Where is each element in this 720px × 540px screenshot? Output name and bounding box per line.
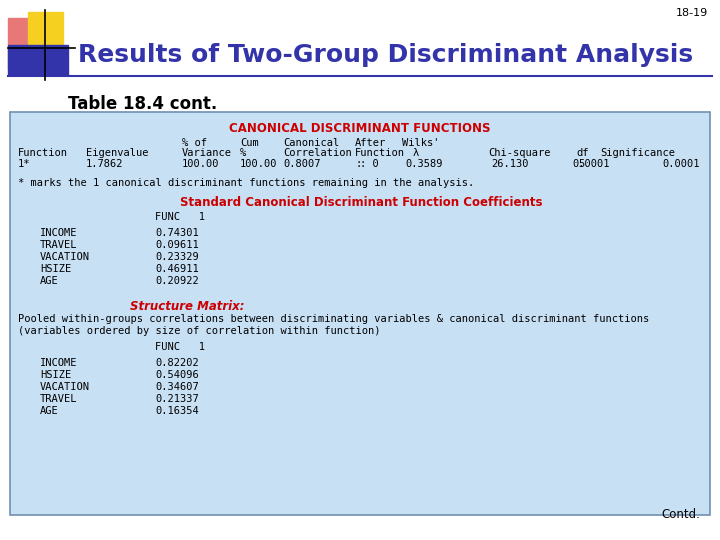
Text: 0.0001: 0.0001 [662, 159, 700, 169]
Text: VACATION: VACATION [40, 252, 90, 262]
Text: Eigenvalue: Eigenvalue [86, 148, 148, 158]
Bar [8, 45, 68, 75]
Text: Results of Two-Group Discriminant Analysis: Results of Two-Group Discriminant Analys… [78, 43, 693, 67]
Text: 100.00: 100.00 [240, 159, 277, 169]
Text: Pooled within-groups correlations between discriminating variables & canonical d: Pooled within-groups correlations betwee… [18, 314, 649, 324]
Text: HSIZE: HSIZE [40, 264, 71, 274]
Text: Standard Canonical Discriminant Function Coefficients: Standard Canonical Discriminant Function… [180, 196, 542, 209]
Text: 0.16354: 0.16354 [155, 406, 199, 416]
Text: (variables ordered by size of correlation within function): (variables ordered by size of correlatio… [18, 326, 380, 336]
Text: 5: 5 [578, 159, 584, 169]
Text: 0.3589: 0.3589 [405, 159, 443, 169]
Text: 0.20922: 0.20922 [155, 276, 199, 286]
FancyBboxPatch shape [10, 112, 710, 515]
Text: 0.0001: 0.0001 [572, 159, 610, 169]
Text: VACATION: VACATION [40, 382, 90, 392]
Text: Contd.: Contd. [661, 508, 700, 521]
Text: %: % [240, 148, 246, 158]
Text: 0.8007: 0.8007 [283, 159, 320, 169]
Text: Chi-square: Chi-square [488, 148, 551, 158]
Text: 0.82202: 0.82202 [155, 358, 199, 368]
Text: Table 18.4 cont.: Table 18.4 cont. [68, 95, 217, 113]
Text: Canonical: Canonical [283, 138, 339, 148]
Text: : 0: : 0 [360, 159, 379, 169]
Text: AGE: AGE [40, 276, 59, 286]
Bar [28, 12, 63, 50]
Text: 100.00: 100.00 [182, 159, 220, 169]
Text: 1*: 1* [18, 159, 30, 169]
Text: CANONICAL DISCRIMINANT FUNCTIONS: CANONICAL DISCRIMINANT FUNCTIONS [229, 122, 491, 135]
Text: % of: % of [182, 138, 207, 148]
Text: :: : [355, 159, 361, 169]
Text: 0.46911: 0.46911 [155, 264, 199, 274]
Text: Correlation: Correlation [283, 148, 352, 158]
Text: After: After [355, 138, 386, 148]
Text: Wilks': Wilks' [402, 138, 439, 148]
Text: AGE: AGE [40, 406, 59, 416]
Text: 1.7862: 1.7862 [86, 159, 124, 169]
Text: 18-19: 18-19 [676, 8, 708, 18]
Text: 0.09611: 0.09611 [155, 240, 199, 250]
Text: FUNC   1: FUNC 1 [155, 212, 205, 222]
Text: 0.21337: 0.21337 [155, 394, 199, 404]
Text: 0.74301: 0.74301 [155, 228, 199, 238]
Text: 26.130: 26.130 [491, 159, 528, 169]
Text: Function: Function [18, 148, 68, 158]
Text: Cum: Cum [240, 138, 258, 148]
Bar [8, 18, 50, 70]
Text: Function: Function [355, 148, 405, 158]
Text: Structure Matrix:: Structure Matrix: [130, 300, 245, 313]
Text: TRAVEL: TRAVEL [40, 394, 78, 404]
Text: Significance: Significance [600, 148, 675, 158]
Text: INCOME: INCOME [40, 358, 78, 368]
Text: df: df [576, 148, 588, 158]
Text: * marks the 1 canonical discriminant functions remaining in the analysis.: * marks the 1 canonical discriminant fun… [18, 178, 474, 188]
Text: TRAVEL: TRAVEL [40, 240, 78, 250]
Text: 0.34607: 0.34607 [155, 382, 199, 392]
Text: Variance: Variance [182, 148, 232, 158]
Text: FUNC   1: FUNC 1 [155, 342, 205, 352]
Text: λ: λ [413, 148, 419, 158]
Text: INCOME: INCOME [40, 228, 78, 238]
Text: HSIZE: HSIZE [40, 370, 71, 380]
Text: 0.23329: 0.23329 [155, 252, 199, 262]
Text: 0.54096: 0.54096 [155, 370, 199, 380]
